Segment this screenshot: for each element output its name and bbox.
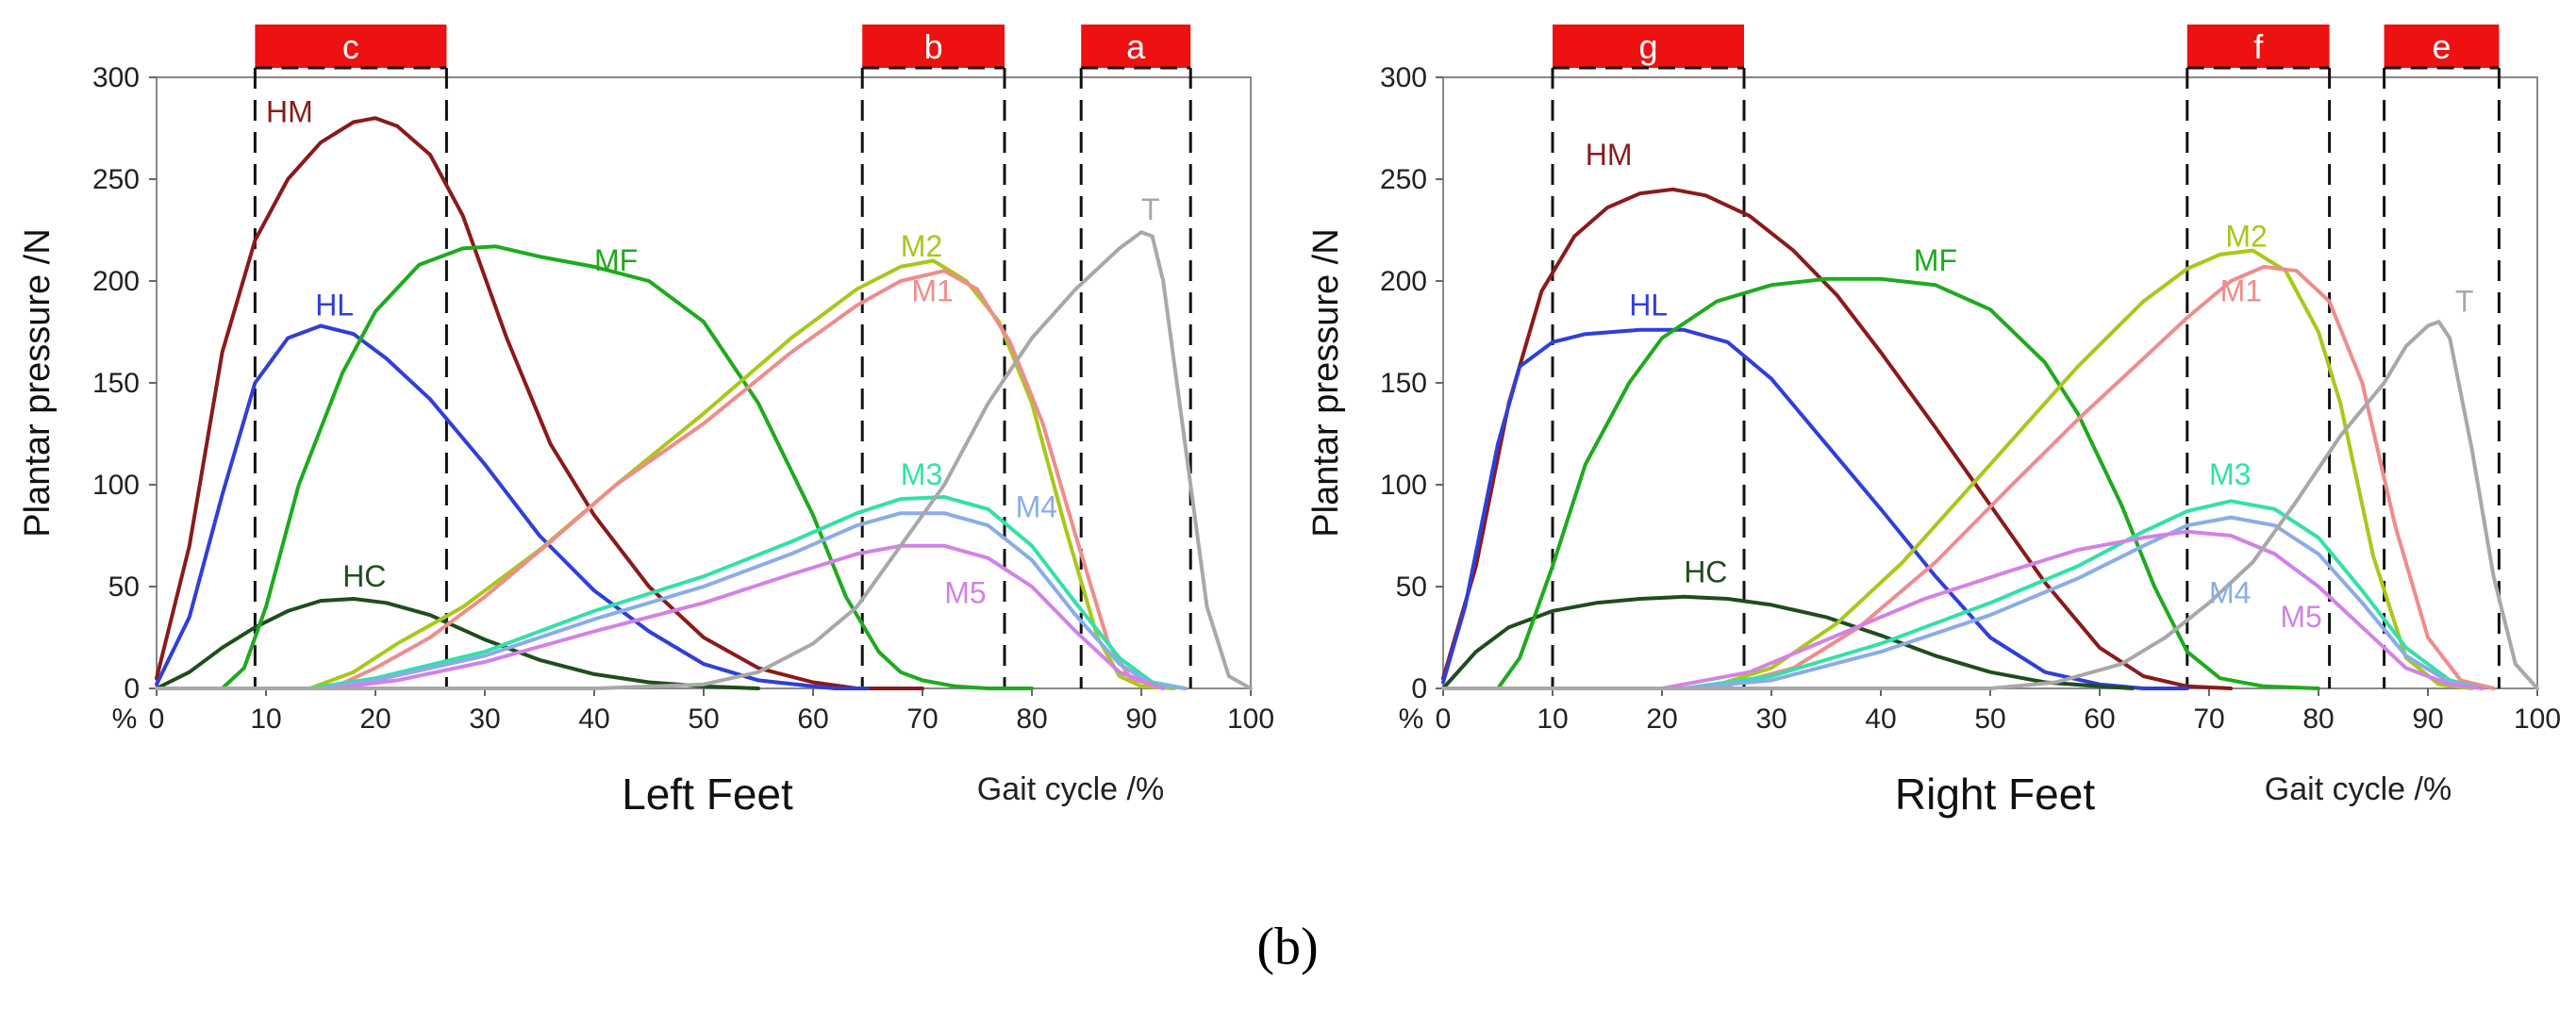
y-axis-label: Plantar pressure /N [18, 228, 58, 537]
series-label-m2: M2 [901, 229, 942, 263]
y-tick-label: 100 [1380, 470, 1427, 501]
y-tick-label: 250 [1380, 164, 1427, 195]
series-label-hc: HC [1684, 555, 1727, 589]
y-tick-label: 200 [1380, 266, 1427, 297]
phase-label-f: f [2253, 27, 2264, 66]
x-tick-label: 60 [2084, 704, 2115, 735]
left-feet-chart: 0 50 100 150 200 250 300 0 10 20 30 40 50 60 70 80 90 100… [18, 25, 1274, 819]
series-line-hl [155, 323, 870, 690]
x-tick-label: 100 [2514, 704, 2561, 735]
phase-box-c [255, 25, 447, 68]
series-line-m5 [1441, 529, 2485, 690]
series-label-m1: M1 [911, 274, 953, 308]
series-label-mf: MF [594, 243, 638, 277]
phase-box-f [2186, 25, 2330, 68]
series-label-m3: M3 [901, 457, 942, 491]
x-tick-label: 60 [797, 704, 828, 735]
series-line-m5 [155, 543, 1166, 690]
series-label-m2: M2 [2225, 219, 2267, 253]
series-label-t: T [2455, 284, 2474, 318]
series-line-t [155, 230, 1253, 690]
series-label-hl: HL [315, 289, 354, 323]
phase-label-b: b [924, 27, 943, 66]
panel-title: Right Feet [1895, 770, 2095, 819]
x-tick-label: 80 [1016, 704, 1047, 735]
series-line-t [1441, 320, 2539, 690]
series-line-hc [1441, 594, 2135, 690]
series-line-hm [155, 116, 924, 690]
x-tick-label: 20 [359, 704, 391, 735]
y-tick-label: 150 [1380, 368, 1427, 399]
phase-box-g [1553, 25, 1744, 68]
series-line-m1 [1441, 264, 2496, 690]
series-line-m4 [1441, 515, 2485, 690]
x-tick-label: 70 [906, 704, 938, 735]
series-line-m2 [1441, 248, 2474, 690]
x-tick-label: 0 [149, 704, 165, 735]
y-tick-label: 0 [124, 673, 140, 704]
x-tick-label: 20 [1646, 704, 1677, 735]
series-label-m1: M1 [2220, 274, 2262, 308]
x-axis-label: Gait cycle /% [977, 771, 1164, 807]
x-tick-label: 40 [578, 704, 609, 735]
x-tick-label: 10 [250, 704, 281, 735]
phase-label-a: a [1126, 27, 1146, 66]
x-tick-label: 80 [2302, 704, 2334, 735]
series-line-hl [1441, 327, 2189, 690]
series-label-m4: M4 [1016, 490, 1057, 524]
phase-box-e [2384, 25, 2500, 68]
x-axis-label: Gait cycle /% [2265, 771, 2451, 807]
x-unit-marker: % [112, 704, 138, 735]
y-tick-label: 250 [92, 164, 140, 195]
series-line-m4 [155, 511, 1188, 690]
x-tick-label: 90 [2412, 704, 2443, 735]
x-tick-label: 50 [1974, 704, 2005, 735]
x-tick-label: 30 [1755, 704, 1787, 735]
phase-label-e: e [2432, 27, 2451, 66]
phase-label-c: c [342, 27, 359, 66]
series-line-hc [155, 597, 760, 690]
y-axis-label: Plantar pressure /N [1306, 228, 1346, 537]
y-tick-label: 300 [92, 62, 140, 93]
x-tick-label: 100 [1227, 704, 1274, 735]
series-line-mf [155, 244, 1034, 690]
series-label-hc: HC [342, 559, 386, 593]
x-tick-label: 90 [1125, 704, 1156, 735]
y-tick-label: 50 [108, 571, 140, 603]
series-label-t: T [1141, 192, 1160, 226]
series-label-hl: HL [1629, 289, 1668, 323]
series-label-m5: M5 [944, 575, 986, 609]
series-label-mf: MF [1914, 243, 1957, 277]
x-tick-label: 30 [469, 704, 500, 735]
y-tick-label: 100 [92, 470, 140, 501]
series-line-m3 [1441, 499, 2485, 690]
x-tick-label: 10 [1537, 704, 1568, 735]
x-unit-marker: % [1399, 704, 1424, 735]
y-tick-label: 50 [1396, 571, 1427, 603]
figure-caption: (b) [1256, 918, 1318, 976]
y-tick-label: 150 [92, 368, 140, 399]
series-label-m3: M3 [2209, 457, 2251, 491]
series-label-m5: M5 [2280, 600, 2321, 634]
y-tick-label: 300 [1380, 62, 1427, 93]
right-feet-chart: 0 50 100 150 200 250 300 0 10 20 30 40 50 60 70 80 90 100… [1306, 25, 2561, 819]
series-label-hm: HM [1586, 138, 1633, 172]
x-tick-label: 40 [1865, 704, 1896, 735]
x-tick-label: 0 [1436, 704, 1452, 735]
phase-box-b [862, 25, 1005, 68]
series-line-m2 [155, 258, 1176, 690]
series-line-m1 [155, 269, 1166, 690]
x-tick-label: 50 [688, 704, 719, 735]
panel-title: Left Feet [622, 770, 793, 819]
series-line-hm [1441, 187, 2234, 690]
phase-box-a [1081, 25, 1191, 68]
x-tick-label: 70 [2193, 704, 2224, 735]
phase-label-g: g [1638, 27, 1657, 66]
series-label-hm: HM [266, 95, 313, 129]
y-tick-label: 0 [1411, 673, 1427, 704]
y-tick-label: 200 [92, 266, 140, 297]
series-label-m4: M4 [2209, 575, 2251, 609]
series-line-m3 [155, 495, 1188, 690]
